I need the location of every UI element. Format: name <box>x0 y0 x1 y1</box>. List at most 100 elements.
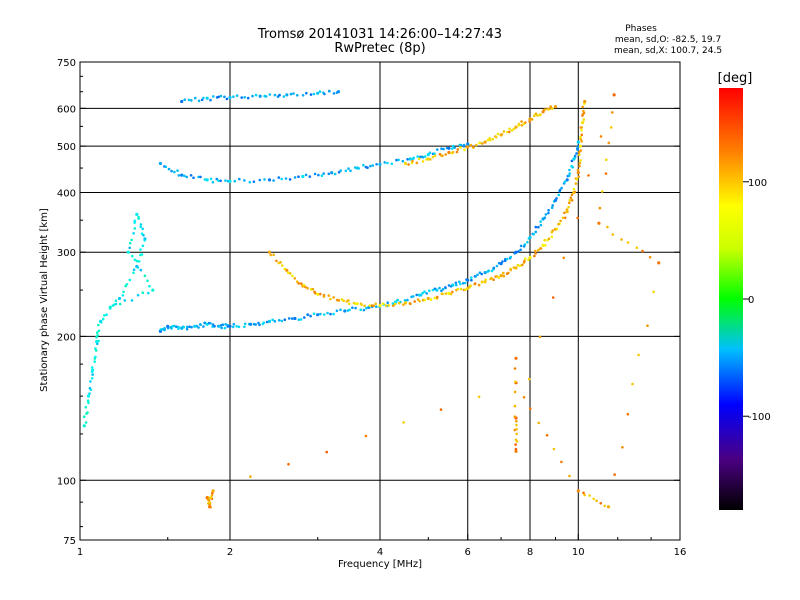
data-point <box>515 440 519 443</box>
data-point <box>93 360 96 363</box>
data-point <box>124 284 127 288</box>
data-point <box>371 164 375 167</box>
data-point <box>133 258 137 262</box>
data-point <box>117 296 122 301</box>
data-point <box>303 316 306 319</box>
data-point <box>495 275 499 278</box>
data-point <box>583 493 586 497</box>
data-point <box>444 153 448 156</box>
data-point <box>141 291 145 295</box>
data-point <box>570 199 574 202</box>
data-point <box>267 250 272 254</box>
data-point <box>238 177 241 181</box>
data-point <box>560 460 563 464</box>
data-point <box>297 175 300 178</box>
data-point <box>475 143 478 147</box>
data-point <box>235 325 238 328</box>
data-point <box>148 284 151 288</box>
data-point <box>575 178 579 181</box>
data-point <box>421 156 425 159</box>
data-point <box>604 172 608 175</box>
data-point <box>223 95 226 99</box>
data-point <box>570 164 573 168</box>
data-point <box>552 447 556 451</box>
data-point <box>577 175 580 179</box>
data-point <box>550 206 554 209</box>
data-point <box>347 302 351 306</box>
stats-x-line: mean, sd,X: 100.7, 24.5 <box>614 46 722 56</box>
data-point <box>187 98 191 102</box>
x-tick-label: 1 <box>77 547 83 558</box>
data-point <box>505 257 509 261</box>
data-point <box>140 253 144 256</box>
data-point <box>300 282 303 285</box>
data-point <box>360 303 363 307</box>
data-point <box>534 252 537 255</box>
data-point <box>293 277 297 280</box>
data-point <box>416 155 419 158</box>
data-point <box>327 294 331 297</box>
data-point <box>631 382 634 386</box>
data-point <box>477 395 481 399</box>
stats-header: Phases <box>625 24 657 34</box>
data-point <box>243 179 246 182</box>
data-point <box>339 308 342 312</box>
data-point <box>545 434 549 437</box>
data-point <box>330 171 334 175</box>
data-point <box>514 447 518 451</box>
data-point <box>285 93 289 97</box>
data-point <box>516 263 520 267</box>
data-point <box>521 263 524 267</box>
data-point <box>547 208 550 212</box>
data-point <box>177 325 180 329</box>
data-point <box>621 446 624 449</box>
data-point <box>293 176 297 179</box>
data-point <box>268 93 272 96</box>
data-point <box>433 296 437 300</box>
data-point <box>433 152 436 155</box>
data-point <box>524 257 527 261</box>
data-point <box>304 173 308 177</box>
data-point <box>447 284 451 287</box>
data-point <box>502 271 505 275</box>
data-point <box>478 141 481 145</box>
x-axis-label: Frequency [MHz] <box>338 559 422 570</box>
x-tick-label: 16 <box>674 547 687 558</box>
data-point <box>421 291 424 295</box>
colorbar <box>719 88 743 510</box>
data-point <box>597 221 601 225</box>
data-point <box>413 300 417 303</box>
data-point <box>133 221 136 224</box>
data-point <box>312 312 316 316</box>
data-point <box>84 421 88 424</box>
data-point <box>383 161 387 164</box>
data-point <box>141 244 145 248</box>
data-point <box>580 129 583 132</box>
data-point <box>312 92 316 96</box>
data-point <box>272 179 275 182</box>
data-point <box>406 158 409 161</box>
data-point <box>599 502 602 505</box>
data-points <box>82 89 661 509</box>
data-point <box>543 108 547 111</box>
data-point <box>438 286 441 290</box>
data-point <box>219 179 222 183</box>
data-point <box>323 92 326 96</box>
data-point <box>190 325 193 329</box>
data-point <box>313 172 317 176</box>
data-point <box>125 283 129 286</box>
data-point <box>515 423 518 427</box>
data-point <box>163 326 166 330</box>
data-point <box>243 96 246 99</box>
data-point <box>466 145 470 149</box>
data-point <box>514 125 518 129</box>
data-point <box>417 157 421 161</box>
data-point <box>306 313 310 316</box>
data-point <box>309 314 312 318</box>
data-point <box>551 229 554 232</box>
data-point <box>308 175 312 178</box>
data-point <box>182 325 185 329</box>
data-point <box>573 154 577 158</box>
data-point <box>469 284 472 288</box>
data-point <box>483 280 487 284</box>
